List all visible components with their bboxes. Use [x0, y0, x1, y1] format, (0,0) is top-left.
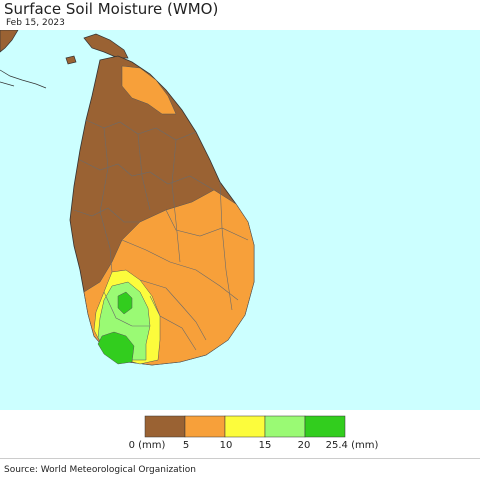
color-legend	[144, 415, 346, 438]
legend-bin-3	[264, 415, 306, 438]
legend-bin-4	[304, 415, 346, 438]
legend-label-0: 0 (mm)	[128, 440, 166, 451]
legend-bin-1	[184, 415, 226, 438]
northern-islands	[83, 33, 129, 59]
moisture-zone-green-south	[97, 331, 135, 365]
legend-bin-2	[224, 415, 266, 438]
legend-label-5: 5	[182, 440, 190, 451]
legend-label-15: 15	[258, 440, 272, 451]
legend-label-20: 20	[297, 440, 311, 451]
legend-label-25-4: 25.4 (mm)	[325, 440, 379, 451]
map-title: Surface Soil Moisture (WMO)	[4, 0, 219, 18]
legend-bin-0	[144, 415, 186, 438]
soil-moisture-map	[0, 30, 480, 410]
small-island	[65, 55, 77, 65]
footer: Source: World Meteorological Organizatio…	[0, 458, 480, 481]
india-coast-lines	[0, 69, 47, 89]
moisture-zone-northeast	[121, 65, 177, 115]
district-boundaries	[73, 119, 249, 351]
india-coast	[0, 30, 19, 53]
source-text: Source: World Meteorological Organizatio…	[4, 465, 196, 475]
moisture-zone-green-center	[117, 291, 133, 315]
legend-label-10: 10	[219, 440, 233, 451]
map-date: Feb 15, 2023	[6, 18, 65, 28]
